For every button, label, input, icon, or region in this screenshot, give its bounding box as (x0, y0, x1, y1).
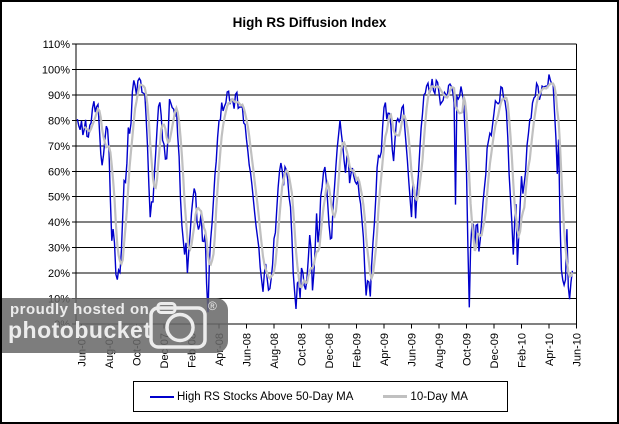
x-tick-label: Aug-09 (434, 333, 446, 368)
x-tick-label: Feb-10 (517, 333, 529, 368)
legend-label-10day-ma: 10-Day MA (410, 390, 468, 403)
x-tick-label: Apr-10 (544, 333, 556, 366)
x-tick-label: Feb-09 (352, 333, 364, 368)
y-tick-label: 70% (48, 141, 70, 153)
legend-label-high-rs: High RS Stocks Above 50-Day MA (177, 390, 354, 403)
y-tick-label: 40% (48, 217, 70, 229)
x-tick-label: Dec-08 (324, 333, 336, 368)
x-tick-label: Oct-09 (462, 333, 474, 366)
y-tick-label: 60% (48, 166, 70, 178)
y-tick-label: 80% (48, 115, 70, 127)
series-line-high-rs (76, 74, 574, 313)
y-tick-label: 50% (48, 192, 70, 204)
x-tick-label: Apr-09 (379, 333, 391, 366)
watermark-line1: proudly hosted on (10, 301, 150, 318)
y-tick-label: 100% (42, 64, 70, 76)
series-line-10day-ma (83, 82, 574, 289)
legend-item-high-rs: High RS Stocks Above 50-Day MA (150, 391, 353, 403)
camera-icon (149, 302, 207, 349)
gray-line-swatch-icon (383, 395, 408, 398)
registered-mark-icon: ® (208, 299, 217, 313)
watermark-line2: photobucket (8, 317, 152, 343)
y-tick-label: 20% (48, 268, 70, 280)
y-tick-label: 30% (48, 243, 70, 255)
x-tick-label: Jun-08 (242, 333, 254, 367)
blue-line-swatch-icon (150, 395, 174, 398)
x-tick-label: Oct-08 (297, 333, 309, 366)
chart-legend: High RS Stocks Above 50-Day MA 10-Day MA (133, 381, 508, 412)
x-tick-label: Jun-09 (407, 333, 419, 367)
x-tick-label: Jun-10 (572, 333, 584, 367)
watermark-photobucket: proudly hosted on photobucket ® (2, 298, 228, 353)
chart-title: High RS Diffusion Index (232, 15, 387, 30)
legend-item-10day-ma: 10-Day MA (383, 391, 468, 403)
x-tick-label: Aug-08 (269, 333, 281, 368)
y-tick-label: 90% (48, 90, 70, 102)
y-tick-label: 110% (43, 39, 71, 51)
x-tick-label: Dec-09 (489, 333, 501, 368)
